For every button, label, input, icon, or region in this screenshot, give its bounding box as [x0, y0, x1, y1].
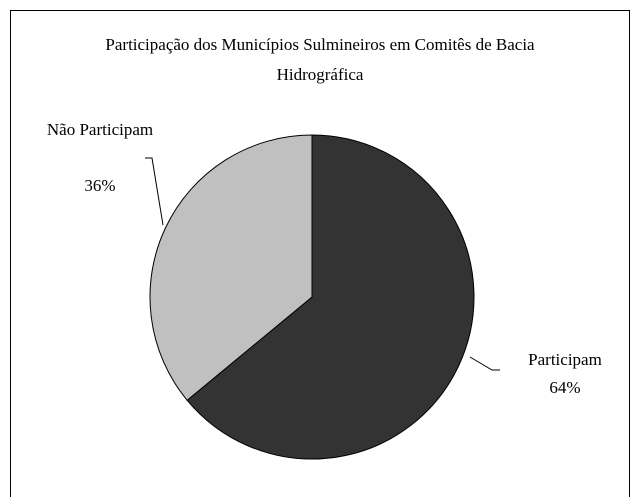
leader-line [469, 356, 500, 371]
pie-slice [186, 134, 475, 460]
chart-title: Participação dos Municípios Sulmineiros … [105, 35, 535, 84]
chart-frame [10, 10, 630, 497]
slice-value-label: 36% [84, 176, 116, 195]
slice-label: Não Participam [46, 120, 154, 139]
slice-value-label: 64% [549, 378, 581, 397]
slice-label: Participam [528, 350, 602, 369]
leader-line [145, 157, 164, 226]
pie-slice [149, 134, 313, 401]
